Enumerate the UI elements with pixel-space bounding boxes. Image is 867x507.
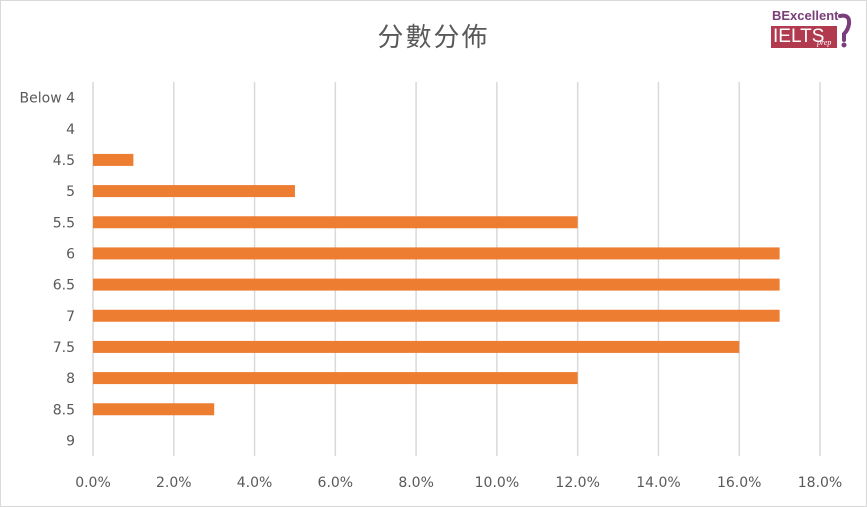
category-label-layer: Below 4 4 4.5 5 5.5 6 6.5 7 7.5 8 8.5 9 [20, 91, 76, 450]
category-label: 6 [66, 246, 75, 262]
bar [93, 185, 295, 198]
bar [93, 153, 134, 166]
chart-title: 分數分佈 [377, 23, 490, 53]
x-tick-label: 2.0% [156, 475, 192, 491]
bar [93, 278, 780, 291]
bar [93, 247, 780, 260]
bar [93, 403, 215, 416]
bar [93, 340, 740, 353]
category-label: 7 [66, 309, 75, 325]
x-tick-label: 8.0% [398, 475, 434, 491]
logo-top-text: BExcellent [772, 8, 839, 23]
bar-layer [93, 153, 780, 416]
category-label: 7.5 [53, 340, 75, 356]
logo-main-text: IELTS [773, 26, 825, 47]
x-tick-label: 4.0% [237, 475, 273, 491]
x-tick-label: 10.0% [475, 475, 519, 491]
category-label: 4.5 [53, 153, 75, 169]
category-label: 9 [66, 433, 75, 449]
category-label: Below 4 [20, 91, 76, 107]
grid-layer [92, 82, 821, 456]
category-label: 5.5 [53, 215, 75, 231]
logo-mark-icon [838, 13, 852, 48]
x-tick-label: 12.0% [555, 475, 599, 491]
category-label: 5 [66, 184, 75, 200]
category-label: 8 [66, 371, 75, 387]
logo-sub-text: prep [817, 38, 832, 47]
x-tick-label: 6.0% [318, 475, 354, 491]
x-tick-label: 16.0% [717, 475, 761, 491]
x-tick-label-layer: 0.0% 2.0% 4.0% 6.0% 8.0% 10.0% 12.0% 14.0% 16.0%… [75, 475, 842, 491]
category-label: 4 [66, 122, 75, 138]
category-label: 8.5 [53, 402, 75, 418]
bar [93, 216, 578, 229]
logo-box [771, 26, 837, 48]
bar [93, 309, 780, 322]
x-tick-label: 18.0% [798, 475, 842, 491]
x-tick-label: 0.0% [75, 475, 111, 491]
x-tick-label: 14.0% [636, 475, 680, 491]
bar [93, 372, 578, 385]
logo: BExcellent IELTS prep [771, 8, 861, 52]
category-label: 6.5 [53, 278, 75, 294]
